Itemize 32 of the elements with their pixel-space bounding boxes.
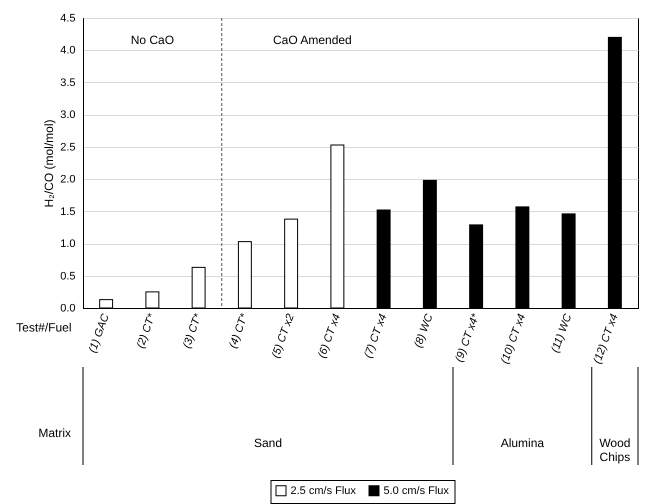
x-tick-label: (9) CT x4* [453,312,482,364]
y-tick-label: 3.0 [60,109,76,122]
x-tick-label: (5) CT x2 [270,312,297,360]
x-tick-label: (6) CT x4 [316,312,344,360]
text: Alumina [500,436,544,450]
x-tick-label: (4) CT* [227,312,251,350]
x-tick-label: (8) WC [412,312,436,350]
text: Wood Chips [599,436,630,464]
legend-label: 2.5 cm/s Flux [290,484,356,497]
x-tick-label: (11) WC [549,312,574,354]
y-tick-label: 4.5 [60,12,76,24]
y-axis-title: H₂/CO (mol/mol) [42,120,56,208]
y-tick-label: 3.5 [60,76,76,89]
text: Sand [254,436,282,450]
annotation: No CaO [130,33,174,47]
y-tick-label: 1.0 [60,238,76,250]
text: Matrix [38,426,71,440]
annotation: CaO Amended [273,33,352,47]
x-axis-title: Test#/Fuel [16,320,72,334]
y-tick-label: 2.0 [60,174,76,186]
x-tick-label: (2) CT* [134,312,158,350]
y-tick-label: 2.5 [60,141,76,154]
x-tick-label: (12) CT x4 [591,312,621,366]
y-tick-label: 0.5 [60,270,76,282]
y-tick-label: 1.5 [60,206,76,218]
x-tick-label: (10) CT x4 [498,312,528,366]
y-tick-label: 4.0 [60,44,76,57]
x-tick-label: (3) CT* [180,312,205,350]
legend-label: 5.0 cm/s Flux [384,484,450,497]
x-tick-label: (7) CT x4 [362,312,390,360]
y-tick-label: 0.0 [60,302,76,314]
x-tick-label: (1) GAC [86,312,112,354]
